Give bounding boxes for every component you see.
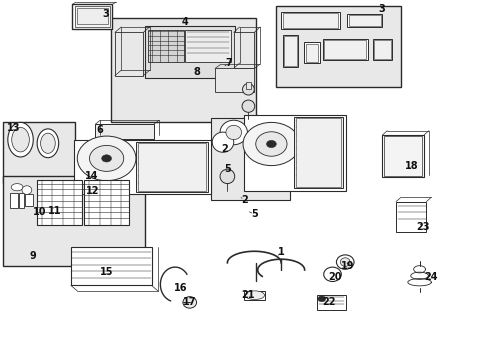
Text: 14: 14 xyxy=(85,171,99,181)
Bar xyxy=(282,35,298,67)
Bar xyxy=(305,44,318,62)
Bar xyxy=(233,32,254,68)
Text: 6: 6 xyxy=(96,125,102,135)
Text: 15: 15 xyxy=(100,267,113,277)
Bar xyxy=(72,4,112,29)
Text: 10: 10 xyxy=(33,207,47,217)
Text: 3: 3 xyxy=(377,4,384,14)
Text: 11: 11 xyxy=(48,206,61,216)
Text: 1: 1 xyxy=(277,247,284,257)
Ellipse shape xyxy=(11,184,23,191)
Text: 19: 19 xyxy=(340,261,353,271)
Bar xyxy=(71,247,151,285)
Text: 5: 5 xyxy=(250,209,257,219)
Bar xyxy=(77,8,107,24)
Bar xyxy=(282,13,338,28)
Ellipse shape xyxy=(212,132,233,152)
Text: 2: 2 xyxy=(221,144,228,154)
Text: 13: 13 xyxy=(7,123,20,133)
Bar xyxy=(25,194,33,206)
Bar xyxy=(111,18,255,122)
Bar xyxy=(245,82,250,89)
Bar xyxy=(19,193,24,208)
Bar xyxy=(294,117,343,188)
Text: 16: 16 xyxy=(174,283,187,293)
Bar xyxy=(144,26,235,78)
Ellipse shape xyxy=(323,267,341,282)
Text: 3: 3 xyxy=(102,9,109,19)
Bar xyxy=(348,15,380,26)
Text: 22: 22 xyxy=(321,297,335,307)
Ellipse shape xyxy=(242,100,254,112)
Bar xyxy=(75,6,110,27)
Bar xyxy=(3,176,144,266)
Text: 17: 17 xyxy=(182,297,196,307)
Bar xyxy=(147,30,184,62)
Bar xyxy=(138,143,206,191)
Text: 5: 5 xyxy=(224,164,230,174)
Bar xyxy=(316,295,346,310)
Bar xyxy=(10,193,18,208)
Ellipse shape xyxy=(183,297,196,308)
Text: 7: 7 xyxy=(225,58,232,68)
Bar xyxy=(395,202,426,232)
Ellipse shape xyxy=(266,140,276,148)
Bar xyxy=(244,291,264,300)
Ellipse shape xyxy=(41,133,55,153)
Ellipse shape xyxy=(317,296,325,302)
Text: 9: 9 xyxy=(30,251,37,261)
Bar xyxy=(296,118,341,187)
Bar xyxy=(243,115,346,191)
Bar xyxy=(84,180,129,225)
Ellipse shape xyxy=(12,127,29,152)
Bar xyxy=(74,140,211,194)
Bar xyxy=(215,68,254,92)
Bar xyxy=(74,184,94,193)
Bar xyxy=(322,39,367,60)
Bar xyxy=(276,6,400,87)
Bar xyxy=(281,12,339,29)
Bar xyxy=(3,122,75,183)
Ellipse shape xyxy=(37,129,59,158)
Bar xyxy=(184,30,231,62)
Text: 2: 2 xyxy=(241,195,247,205)
Text: 12: 12 xyxy=(86,186,100,196)
Text: 4: 4 xyxy=(181,17,188,27)
Bar xyxy=(136,142,208,192)
Bar xyxy=(37,180,81,225)
Ellipse shape xyxy=(243,122,299,166)
Ellipse shape xyxy=(225,125,241,140)
Text: 23: 23 xyxy=(415,222,429,232)
Ellipse shape xyxy=(89,145,123,171)
Bar xyxy=(95,124,154,139)
Bar xyxy=(382,135,423,177)
Ellipse shape xyxy=(77,136,136,181)
Bar xyxy=(304,42,319,63)
Ellipse shape xyxy=(220,120,247,145)
Bar xyxy=(324,40,366,59)
Bar xyxy=(372,39,391,60)
Ellipse shape xyxy=(255,132,286,156)
Ellipse shape xyxy=(102,155,111,162)
Ellipse shape xyxy=(8,122,33,157)
Bar xyxy=(346,14,382,27)
Ellipse shape xyxy=(340,258,349,266)
Text: 18: 18 xyxy=(404,161,418,171)
Bar xyxy=(284,36,296,66)
Ellipse shape xyxy=(244,291,264,300)
Bar xyxy=(373,40,390,59)
Bar xyxy=(384,136,421,176)
Text: 20: 20 xyxy=(327,272,341,282)
Ellipse shape xyxy=(242,84,254,95)
Ellipse shape xyxy=(336,255,353,269)
Text: 8: 8 xyxy=(193,67,200,77)
Bar xyxy=(115,32,143,76)
Ellipse shape xyxy=(22,186,32,194)
Text: 24: 24 xyxy=(424,272,437,282)
Bar xyxy=(81,189,93,194)
Bar xyxy=(211,118,290,200)
Text: 21: 21 xyxy=(241,290,255,300)
Ellipse shape xyxy=(220,169,234,184)
